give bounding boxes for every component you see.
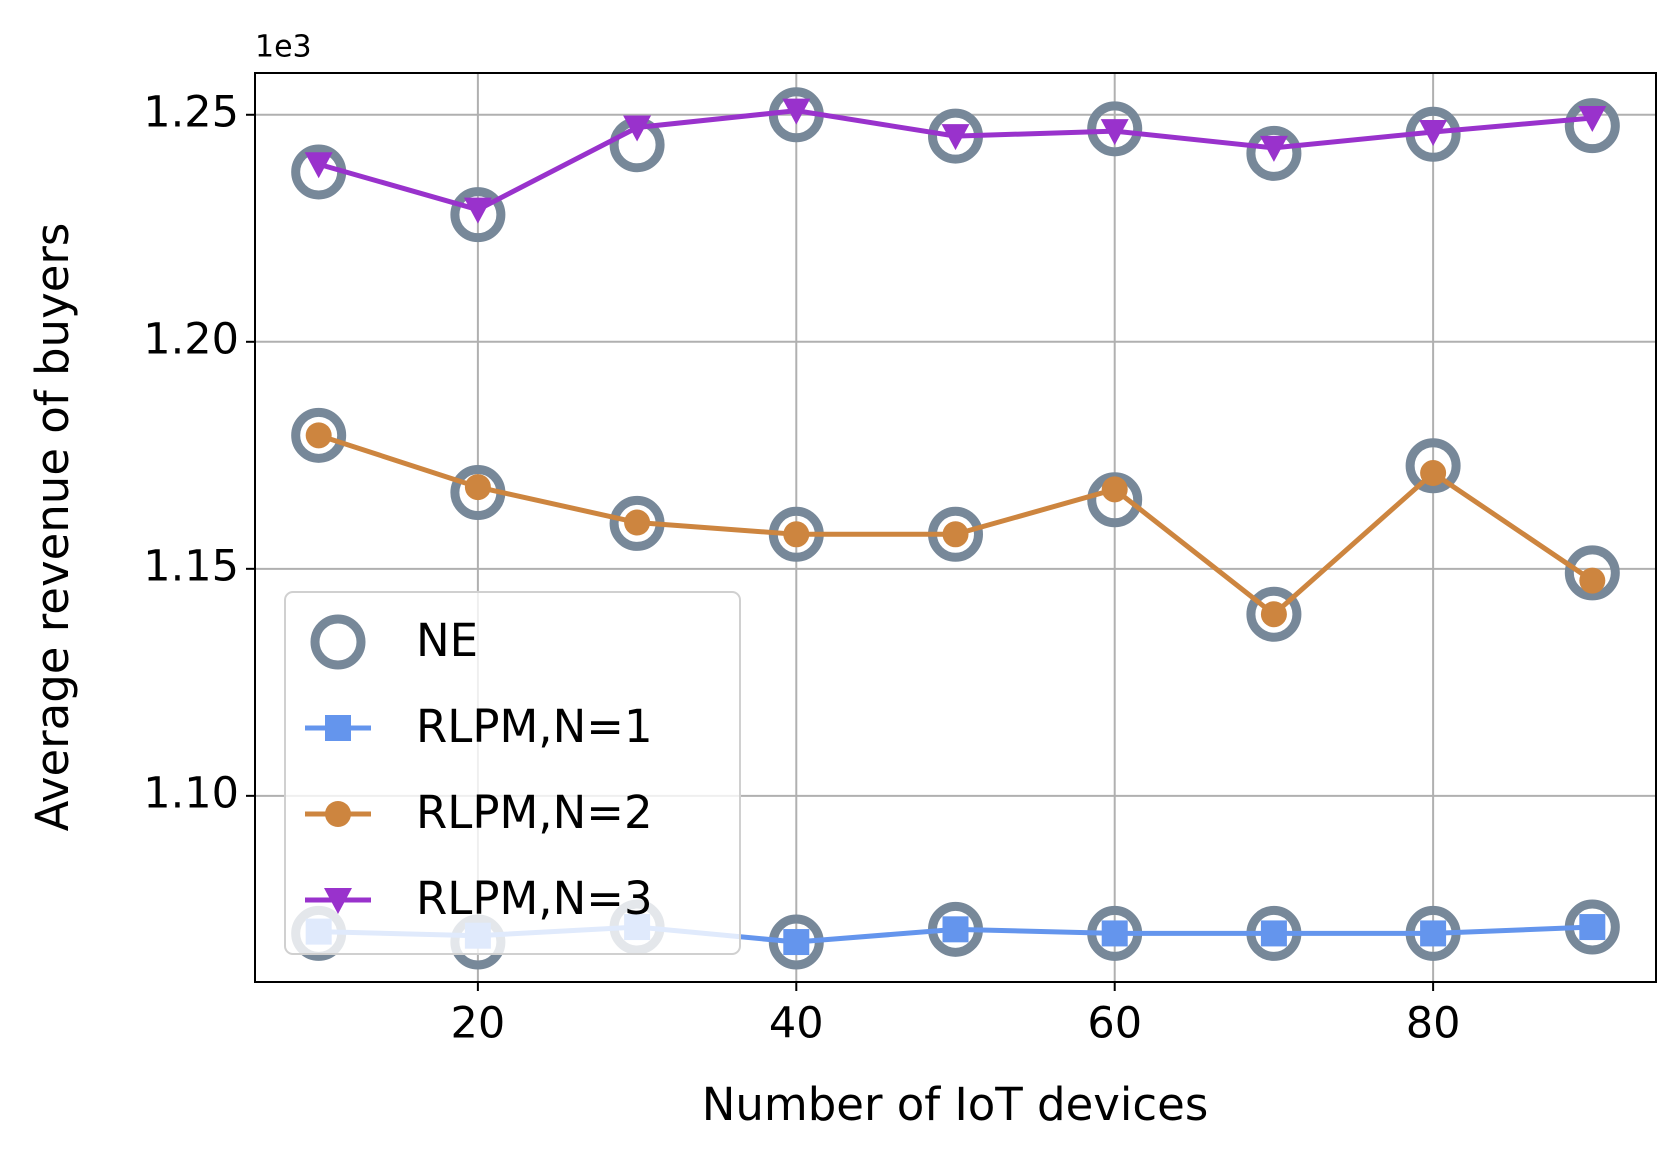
y-axis-label: Average revenue of buyers (26, 223, 79, 832)
legend-box (284, 591, 741, 955)
circle-marker (942, 521, 969, 548)
y-tick-label: 1.20 (143, 314, 239, 364)
y-tick-label: 1.25 (143, 87, 239, 137)
square-marker (325, 715, 351, 741)
triangle-marker (623, 115, 652, 142)
circle-marker (1260, 601, 1287, 628)
ne-marker (450, 187, 506, 243)
triangle-marker (1419, 120, 1448, 147)
ne-marker (310, 614, 366, 670)
square-marker (1101, 920, 1128, 947)
triangle-marker (782, 98, 811, 125)
x-tick-label: 80 (1406, 999, 1461, 1049)
triangle-marker (1259, 135, 1288, 162)
circle-marker (325, 801, 351, 827)
triangle-marker (1578, 105, 1607, 132)
ne-marker (1087, 101, 1143, 157)
y-tick-label: 1.10 (143, 768, 239, 818)
triangle-marker (324, 888, 352, 914)
x-tick-label: 60 (1087, 999, 1142, 1049)
legend-label: RLPM,N=1 (416, 700, 653, 753)
circle-marker (1101, 476, 1128, 503)
legend: NE RLPM,N=1 RLPM,N=2 RLPM,N=3 (284, 591, 741, 955)
x-axis-label: Number of IoT devices (702, 1078, 1209, 1131)
x-tick-label: 20 (451, 999, 506, 1049)
circle-marker (624, 509, 651, 536)
circle-marker (1420, 460, 1447, 487)
square-marker (942, 916, 969, 943)
y-tick-label: 1.15 (143, 541, 239, 591)
square-marker (1420, 920, 1447, 947)
circle-marker (305, 422, 332, 449)
plot-frame (254, 72, 1657, 983)
legend-label: RLPM,N=3 (416, 872, 653, 925)
legend-label: NE (416, 614, 478, 667)
ne-marker (1405, 438, 1461, 494)
square-marker (1579, 914, 1606, 941)
y-offset-label: 1e3 (255, 30, 312, 65)
ne-marker (1246, 125, 1302, 181)
square-marker (783, 929, 810, 956)
circle-marker (783, 521, 810, 548)
triangle-marker (304, 152, 333, 179)
ne-marker (1564, 98, 1620, 154)
triangle-marker (941, 124, 970, 151)
ne-marker (291, 407, 347, 463)
triangle-marker (463, 197, 492, 224)
ne-marker (1246, 586, 1302, 642)
circle-marker (464, 474, 491, 501)
ne-marker (1564, 545, 1620, 601)
square-marker (1260, 920, 1287, 947)
circle-marker (1579, 567, 1606, 594)
legend-label: RLPM,N=2 (416, 786, 653, 839)
x-tick-label: 40 (769, 999, 824, 1049)
triangle-marker (1100, 119, 1129, 146)
